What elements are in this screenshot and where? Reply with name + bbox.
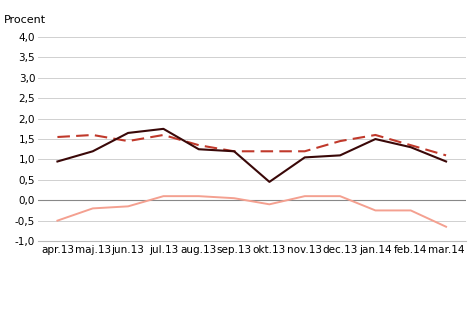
Text: Procent: Procent: [4, 15, 46, 25]
